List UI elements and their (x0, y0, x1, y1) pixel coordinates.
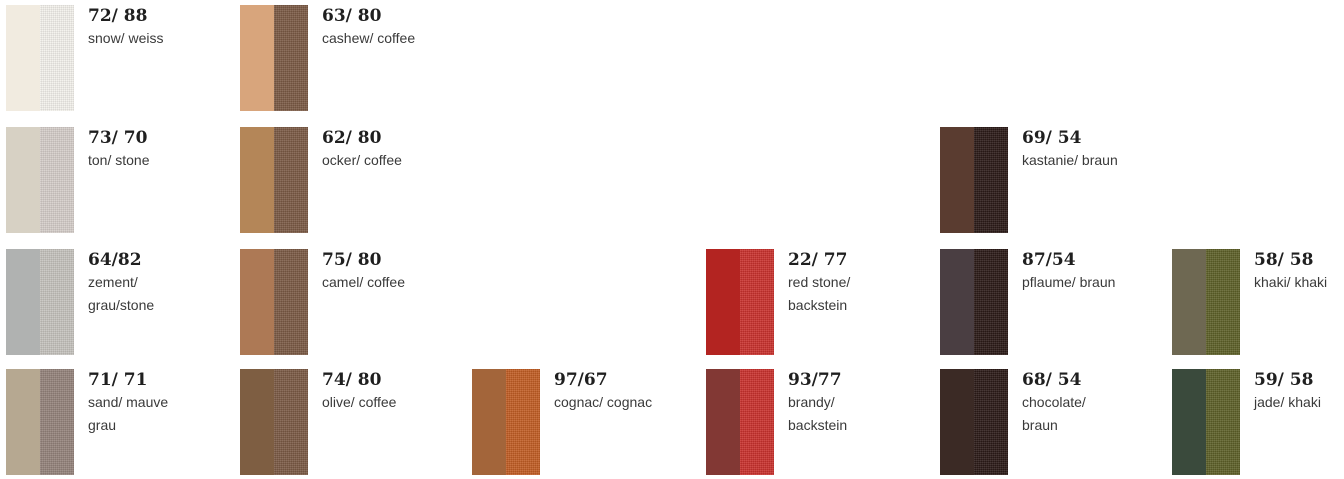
swatch-color-a (6, 127, 40, 233)
swatch-item: 22/ 77 red stone/ backstein (706, 249, 926, 359)
swatch-color-a (706, 249, 740, 355)
swatch-item: 72/ 88 snow/ weiss (6, 5, 226, 115)
swatch-name: red stone/ backstein (788, 274, 851, 313)
swatch-item: 64/82 zement/ grau/stone (6, 249, 226, 359)
swatch-pair (1172, 369, 1240, 475)
swatch-code: 74/ 80 (322, 370, 382, 390)
swatch-color-b (274, 5, 308, 111)
swatch-pair (240, 127, 308, 233)
swatch-code: 69/ 54 (1022, 128, 1082, 148)
swatch-color-b (974, 127, 1008, 233)
swatch-item: 73/ 70 ton/ stone (6, 127, 226, 237)
swatch-color-a (940, 369, 974, 475)
swatch-pair (472, 369, 540, 475)
swatch-item: 69/ 54 kastanie/ braun (940, 127, 1160, 237)
swatch-color-a (6, 249, 40, 355)
swatch-code: 72/ 88 (88, 6, 148, 26)
swatch-color-a (240, 5, 274, 111)
swatch-item: 87/54 pflaume/ braun (940, 249, 1160, 359)
swatch-color-b (740, 369, 774, 475)
swatch-code: 73/ 70 (88, 128, 148, 148)
swatch-code: 63/ 80 (322, 6, 382, 26)
swatch-color-b (740, 249, 774, 355)
swatch-color-b (40, 5, 74, 111)
swatch-color-a (240, 127, 274, 233)
swatch-item: 59/ 58 jade/ khaki (1172, 369, 1344, 479)
swatch-name: jade/ khaki (1254, 394, 1321, 410)
swatch-item: 63/ 80 cashew/ coffee (240, 5, 460, 115)
swatch-color-a (472, 369, 506, 475)
swatch-name: kastanie/ braun (1022, 152, 1118, 168)
swatch-color-a (940, 249, 974, 355)
swatch-pair (1172, 249, 1240, 355)
swatch-name: sand/ mauve grau (88, 394, 169, 433)
swatch-pair (240, 369, 308, 475)
swatch-code: 97/67 (554, 370, 608, 390)
swatch-name: cashew/ coffee (322, 30, 416, 46)
swatch-code: 71/ 71 (88, 370, 148, 390)
swatch-code: 58/ 58 (1254, 250, 1314, 270)
swatch-name: camel/ coffee (322, 274, 406, 290)
swatch-pair (6, 369, 74, 475)
swatch-name: brandy/ backstein (788, 394, 848, 433)
swatch-color-a (240, 249, 274, 355)
swatch-color-b (40, 127, 74, 233)
swatch-name: zement/ grau/stone (88, 274, 155, 313)
swatch-color-a (1172, 249, 1206, 355)
swatch-item: 58/ 58 khaki/ khaki (1172, 249, 1344, 359)
swatch-item: 68/ 54 chocolate/ braun (940, 369, 1160, 479)
swatch-item: 75/ 80 camel/ coffee (240, 249, 460, 359)
swatch-color-b (274, 127, 308, 233)
swatch-pair (706, 369, 774, 475)
swatch-item: 71/ 71 sand/ mauve grau (6, 369, 226, 479)
swatch-code: 22/ 77 (788, 250, 848, 270)
swatch-color-b (40, 249, 74, 355)
swatch-name: snow/ weiss (88, 30, 164, 46)
swatch-color-a (6, 369, 40, 475)
swatch-code: 93/77 (788, 370, 842, 390)
swatch-item: 93/77 brandy/ backstein (706, 369, 926, 479)
swatch-name: khaki/ khaki (1254, 274, 1328, 290)
swatch-pair (240, 5, 308, 111)
swatch-pair (6, 249, 74, 355)
swatch-color-b (506, 369, 540, 475)
swatch-code: 87/54 (1022, 250, 1076, 270)
swatch-code: 62/ 80 (322, 128, 382, 148)
swatch-name: pflaume/ braun (1022, 274, 1116, 290)
swatch-color-b (1206, 369, 1240, 475)
swatch-code: 64/82 (88, 250, 142, 270)
swatch-color-b (974, 369, 1008, 475)
swatch-name: cognac/ cognac (554, 394, 653, 410)
swatch-code: 75/ 80 (322, 250, 382, 270)
swatch-pair (240, 249, 308, 355)
swatch-color-b (274, 249, 308, 355)
swatch-code: 68/ 54 (1022, 370, 1082, 390)
swatch-color-a (1172, 369, 1206, 475)
swatch-code: 59/ 58 (1254, 370, 1314, 390)
swatch-pair (706, 249, 774, 355)
swatch-pair (940, 369, 1008, 475)
swatch-pair (6, 127, 74, 233)
swatch-name: olive/ coffee (322, 394, 397, 410)
swatch-item: 74/ 80 olive/ coffee (240, 369, 460, 479)
swatch-name: chocolate/ braun (1022, 394, 1086, 433)
swatch-item: 97/67 cognac/ cognac (472, 369, 692, 479)
swatch-color-b (974, 249, 1008, 355)
swatch-pair (6, 5, 74, 111)
swatch-color-a (706, 369, 740, 475)
swatch-name: ton/ stone (88, 152, 150, 168)
swatch-color-b (1206, 249, 1240, 355)
swatch-color-b (40, 369, 74, 475)
swatch-pair (940, 249, 1008, 355)
swatch-color-a (6, 5, 40, 111)
swatch-color-a (940, 127, 974, 233)
swatch-item: 62/ 80 ocker/ coffee (240, 127, 460, 237)
swatch-color-a (240, 369, 274, 475)
swatch-color-b (274, 369, 308, 475)
swatch-pair (940, 127, 1008, 233)
swatch-name: ocker/ coffee (322, 152, 402, 168)
